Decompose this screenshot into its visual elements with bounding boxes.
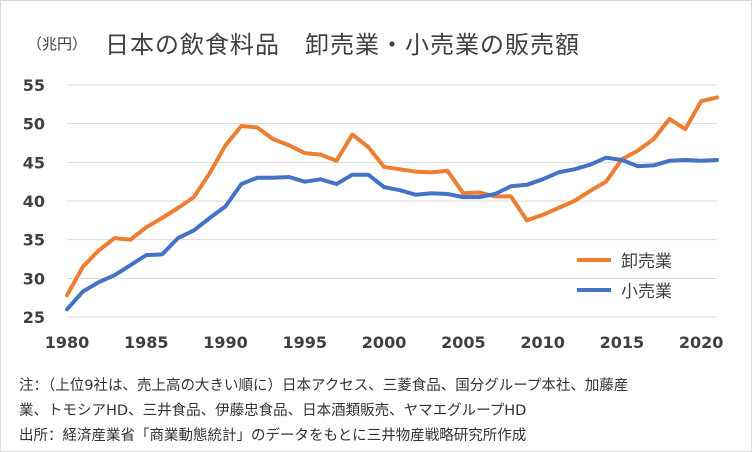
y-unit-label: （兆円）	[27, 35, 88, 53]
note-line-2: 業、トモシアHD、三井食品、伊藤忠食品、日本酒類販売、ヤマエグループHD	[19, 403, 527, 419]
y-tick-label: 30	[23, 269, 45, 288]
x-tick-label: 2000	[362, 333, 407, 352]
chart-title: 日本の飲食料品 卸売業・小売業の販売額	[105, 31, 580, 59]
x-tick-label: 1990	[203, 333, 248, 352]
legend-label-1: 卸売業	[621, 252, 672, 272]
source-line: 出所：経済産業省「商業動態統計」のデータをもとに三井物産戦略研究所作成	[19, 428, 527, 444]
y-tick-label: 35	[23, 231, 45, 250]
x-tick-label: 1980	[45, 333, 90, 352]
line-chart: 25 30 35 40 45 50 55 1980 1985 1990 1995 2000 2005 2…	[23, 76, 724, 352]
x-tick-label: 1995	[283, 333, 328, 352]
x-tick-label: 2005	[441, 333, 486, 352]
note-line-1: 注：（上位9社は、売上高の大きい順に）日本アクセス、三菱食品、国分グループ本社、…	[19, 378, 629, 394]
y-tick-label: 45	[23, 153, 45, 172]
legend-label-2: 小売業	[621, 282, 672, 302]
y-tick-label: 40	[23, 192, 45, 211]
notes: 注：（上位9社は、売上高の大きい順に）日本アクセス、三菱食品、国分グループ本社、…	[19, 374, 749, 449]
y-tick-label: 50	[23, 115, 45, 134]
x-tick-label: 2015	[600, 333, 645, 352]
x-tick-label: 1985	[124, 333, 169, 352]
series-line-2	[65, 155, 719, 312]
y-tick-label: 55	[23, 76, 45, 95]
series-line-1	[65, 95, 719, 298]
y-tick-label: 25	[23, 308, 45, 327]
x-tick-label: 2010	[520, 333, 565, 352]
x-tick-label: 2020	[679, 333, 724, 352]
